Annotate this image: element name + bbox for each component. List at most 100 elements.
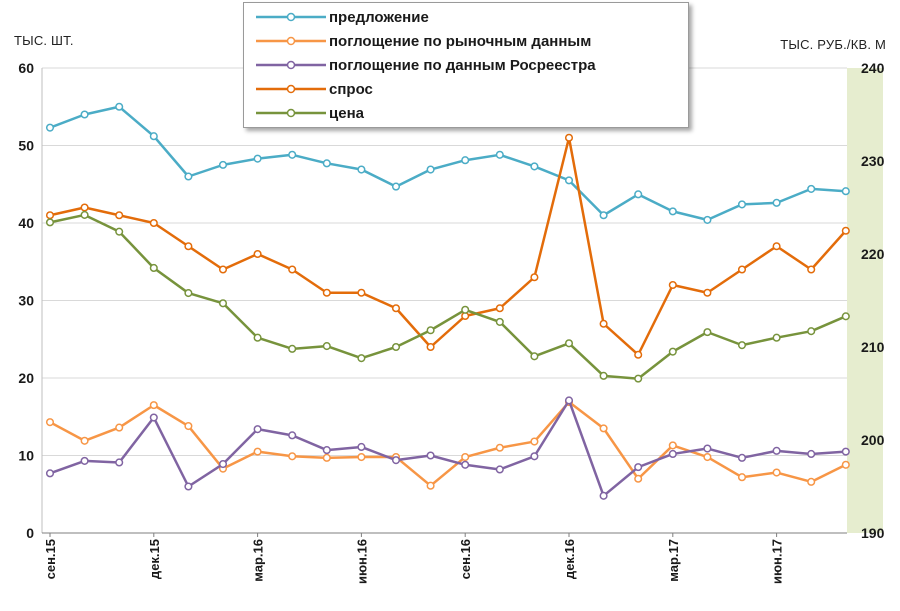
data-point: [218, 160, 228, 169]
data-point: [668, 441, 677, 450]
data-point: [634, 474, 643, 483]
data-point: [807, 265, 816, 274]
right-tick-label: 200: [861, 432, 885, 448]
data-point: [703, 215, 712, 224]
data-point: [288, 265, 297, 274]
data-point: [288, 431, 297, 440]
data-point: [564, 396, 574, 405]
data-point: [322, 288, 331, 297]
data-point: [115, 423, 124, 432]
data-point: [45, 211, 55, 220]
data-point: [530, 162, 539, 171]
legend-item-price: цена: [256, 102, 364, 124]
data-point: [737, 453, 747, 462]
right-tick-label: 190: [861, 525, 885, 541]
right-tick-label: 220: [861, 246, 885, 262]
data-point: [253, 425, 262, 434]
data-point: [45, 218, 55, 227]
x-tick-label: июн.16: [354, 539, 369, 584]
legend-label-absorption-market: поглощение по рыночным данным: [329, 32, 592, 50]
data-point: [149, 132, 158, 141]
series-line: [49, 136, 847, 356]
data-point: [253, 447, 262, 456]
data-point: [772, 242, 781, 251]
legend-label-supply: предложение: [329, 8, 429, 26]
x-tick-label: сен.16: [458, 539, 473, 579]
legend-item-absorption-rosreestr: поглощение по данным Росреестра: [256, 54, 596, 76]
left-axis-ticks: 0 10 20 30 40 50 60: [18, 60, 34, 541]
data-point: [426, 481, 435, 490]
data-point: [391, 304, 401, 313]
left-tick-label: 60: [18, 60, 34, 76]
right-tick-label: 210: [861, 339, 885, 355]
data-point: [703, 288, 712, 297]
data-point: [530, 437, 539, 446]
legend-label-absorption-rosreestr: поглощение по данным Росреестра: [329, 56, 596, 74]
data-point: [634, 350, 643, 359]
legend-label-demand: спрос: [329, 80, 373, 98]
data-point: [288, 344, 297, 353]
right-axis-ticks: 190 200 210 220 230 240: [861, 60, 885, 541]
data-point: [564, 133, 574, 142]
data-point: [80, 110, 89, 119]
legend: предложение поглощение по рыночным данны…: [243, 2, 689, 128]
data-point: [80, 210, 89, 219]
series-line: [49, 399, 846, 498]
data-point: [841, 312, 850, 321]
left-tick-label: 50: [18, 138, 34, 154]
data-point: [841, 447, 850, 456]
data-point: [737, 200, 747, 209]
data-point: [772, 468, 781, 477]
data-point: [149, 263, 158, 273]
data-point: [841, 187, 850, 196]
data-point: [807, 477, 816, 486]
data-point: [599, 319, 608, 328]
data-point: [426, 342, 435, 352]
data-point: [115, 458, 124, 467]
data-point: [184, 482, 193, 491]
data-point: [737, 473, 747, 482]
legend-swatch-price: [256, 108, 326, 118]
data-point: [461, 156, 470, 165]
data-point: [149, 413, 158, 422]
data-point: [495, 304, 504, 313]
data-point: [530, 452, 539, 461]
data-point: [115, 227, 124, 236]
data-point: [322, 159, 331, 168]
data-point: [634, 190, 643, 199]
data-point: [80, 456, 89, 465]
data-point: [461, 460, 470, 469]
x-axis-ticks: сен.15 дек.15 мар.16 июн.16 сен.16 дек.16 мар.…: [43, 533, 785, 584]
data-point: [184, 172, 193, 181]
data-point: [634, 463, 643, 472]
series-0: [45, 102, 850, 224]
data-point: [703, 453, 712, 462]
data-point: [461, 305, 470, 314]
series-3: [45, 133, 850, 359]
data-point: [772, 198, 781, 207]
data-point: [599, 371, 608, 380]
data-point: [426, 165, 435, 174]
data-point: [357, 442, 366, 452]
data-point: [564, 176, 574, 185]
data-point: [322, 446, 331, 455]
data-point: [599, 424, 608, 433]
data-point: [184, 289, 193, 298]
data-point: [495, 443, 504, 452]
data-point: [737, 265, 747, 274]
x-tick-label: дек.15: [147, 539, 162, 579]
x-tick-label: дек.16: [562, 539, 577, 579]
data-point: [426, 451, 435, 460]
data-point: [322, 453, 331, 462]
data-point: [322, 342, 331, 351]
data-point: [599, 491, 608, 500]
data-point: [668, 449, 677, 459]
data-point: [668, 280, 677, 290]
data-point: [357, 288, 366, 297]
left-tick-label: 0: [26, 525, 34, 541]
data-point: [45, 418, 55, 427]
data-point: [426, 326, 435, 335]
data-point: [45, 123, 55, 132]
right-tick-label: 230: [861, 153, 885, 169]
